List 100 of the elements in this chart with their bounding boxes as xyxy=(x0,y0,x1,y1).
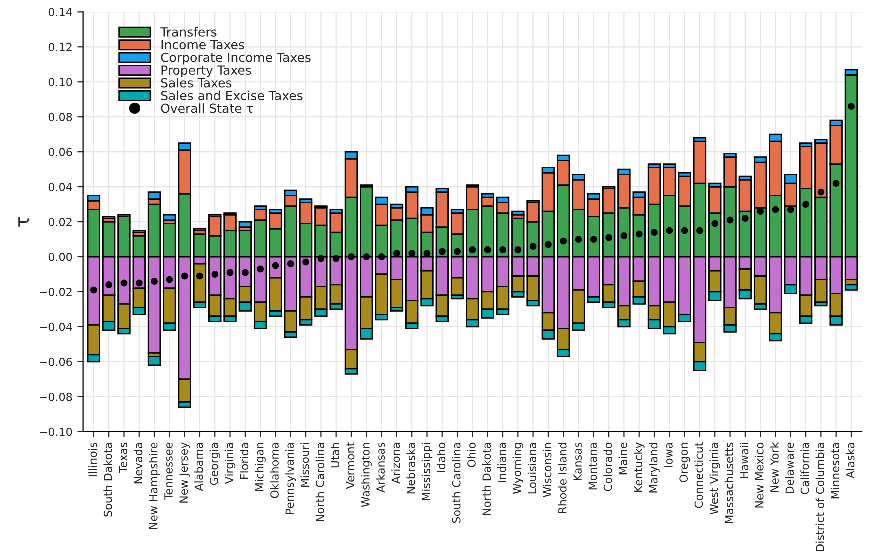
x-tick-label: Rhode Island xyxy=(558,443,567,514)
bar xyxy=(148,356,162,366)
point xyxy=(257,266,264,273)
x-tick-label: Wisconsin xyxy=(543,443,552,498)
x-tick-label: Illinois xyxy=(88,442,98,476)
x-tick-label: Florida xyxy=(240,443,249,480)
x-tick-label: Wyoming xyxy=(512,443,524,494)
point xyxy=(787,206,794,214)
point xyxy=(242,269,249,276)
x-tick-label: South Dakota xyxy=(104,443,112,517)
y-tick-label: 0.00 xyxy=(48,252,72,262)
x-tick-label: Pennsylvania xyxy=(286,443,296,514)
x-tick-label: Kentucky xyxy=(634,442,645,492)
x-tick-label: Michigan xyxy=(255,443,266,492)
point xyxy=(469,246,476,254)
x-tick-label: Louisiana xyxy=(528,443,537,494)
point xyxy=(363,254,370,260)
legend-label: Transfers xyxy=(160,27,217,37)
point xyxy=(726,216,734,224)
y-tick-label: 0.10 xyxy=(48,78,72,86)
point xyxy=(318,255,325,262)
point xyxy=(151,278,158,285)
x-tick-label: Montana xyxy=(588,443,598,490)
point xyxy=(332,255,340,262)
x-tick-label: Idaho xyxy=(437,442,446,472)
point xyxy=(226,269,234,276)
point xyxy=(196,272,204,280)
x-tick-label: West Virginia xyxy=(710,443,720,515)
y-tick-label: 0.02 xyxy=(48,218,72,226)
x-tick-label: District of Columbia xyxy=(816,443,824,552)
x-tick-label: North Dakota xyxy=(482,443,492,516)
legend-label: Income Taxes xyxy=(162,40,244,50)
x-tick-label: South Carolina xyxy=(452,443,461,524)
point xyxy=(544,241,552,248)
x-tick-label: Arizona xyxy=(392,443,400,484)
x-tick-label: Alabama xyxy=(194,443,204,492)
x-tick-label: Delaware xyxy=(786,442,794,494)
legend-label: Corporate Income Taxes xyxy=(161,52,311,65)
x-tick-label: Utah xyxy=(330,443,340,468)
point xyxy=(560,238,568,245)
point xyxy=(500,246,506,254)
x-tick-label: Ohio xyxy=(467,442,476,468)
y-tick-label: 0.06 xyxy=(48,148,72,156)
point xyxy=(832,180,840,188)
x-tick-label: Nebraska xyxy=(406,443,416,494)
x-tick-label: New Jersey xyxy=(180,442,190,503)
x-tick-label: Washington xyxy=(361,443,372,508)
y-tick-label: 0.04 xyxy=(48,183,72,192)
y-tick-label: −0.06 xyxy=(40,358,72,366)
point xyxy=(378,254,386,260)
point xyxy=(802,201,810,208)
y-tick-label: −0.02 xyxy=(40,288,72,296)
x-tick-label: Indiana xyxy=(498,443,506,482)
point xyxy=(136,280,143,287)
point xyxy=(348,254,355,260)
point xyxy=(393,250,400,257)
x-tick-label: Tennessee xyxy=(164,442,173,500)
x-tick-label: Colorado xyxy=(604,442,612,492)
legend-label: Property Taxes xyxy=(162,66,252,78)
x-tick-label: Nevada xyxy=(134,443,143,484)
legend-label: Overall State τ xyxy=(161,104,254,114)
legend-label: Sales and Excise Taxes xyxy=(161,90,303,100)
point xyxy=(696,227,704,234)
point xyxy=(120,280,128,287)
point xyxy=(514,246,522,254)
y-axis-title: τ xyxy=(18,217,30,227)
x-tick-label: Alaska xyxy=(846,443,855,479)
x-tick-label: Oklahoma xyxy=(270,443,279,498)
point xyxy=(438,248,446,256)
x-tick-label: Mississippi xyxy=(422,443,433,500)
point xyxy=(424,250,431,257)
y-tick-label: −0.08 xyxy=(40,392,72,402)
point xyxy=(212,271,219,278)
legend-label: Sales Taxes xyxy=(161,78,232,88)
point xyxy=(287,260,294,268)
point xyxy=(757,208,764,216)
x-tick-label: Kansas xyxy=(574,442,582,481)
y-tick-label: −0.10 xyxy=(40,428,72,436)
point xyxy=(454,248,462,256)
x-tick-label: Maine xyxy=(618,442,628,475)
x-tick-label: Georgia xyxy=(210,443,221,486)
point xyxy=(681,227,688,234)
point xyxy=(620,232,628,240)
point xyxy=(651,229,658,236)
point xyxy=(530,243,537,250)
point xyxy=(818,188,825,196)
y-tick-label: 0.08 xyxy=(48,113,72,122)
x-tick-label: Minnesota xyxy=(830,443,840,499)
point xyxy=(772,206,780,214)
x-tick-label: California xyxy=(800,443,810,494)
point xyxy=(575,236,582,243)
x-tick-label: Virginia xyxy=(224,443,236,484)
x-tick-label: Texas xyxy=(119,442,128,474)
x-tick-label: North Carolina xyxy=(316,443,324,522)
point xyxy=(742,215,749,222)
x-tick-label: Iowa xyxy=(664,443,673,468)
point xyxy=(606,234,613,242)
bar xyxy=(238,221,252,228)
point xyxy=(666,227,674,234)
x-tick-label: Missouri xyxy=(300,443,310,487)
